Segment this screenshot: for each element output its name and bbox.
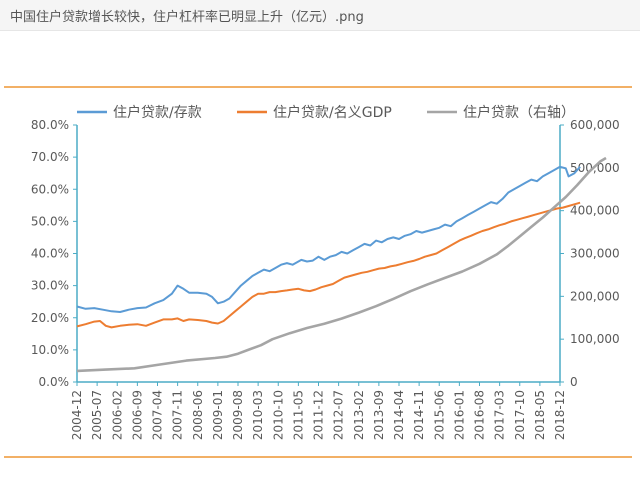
x-axis-tick-label: 2015-06 bbox=[432, 390, 446, 440]
left-axis-tick-label: 60.0% bbox=[31, 182, 69, 196]
chart-legend: 住户贷款/存款 住户贷款/名义GDP 住户贷款（右轴） bbox=[77, 104, 575, 121]
x-axis-tick-label: 2007-04 bbox=[151, 390, 165, 440]
x-axis-tick-label: 2018-12 bbox=[553, 390, 567, 440]
x-axis-tick-label: 2010-03 bbox=[251, 390, 265, 440]
left-axis-tick-label: 70.0% bbox=[31, 150, 69, 164]
left-axis-tick-label: 0.0% bbox=[39, 375, 70, 389]
left-y-axis: 0.0% 10.0% 20.0% 30.0% 40.0% 50.0% 60.0% 70.0% 8… bbox=[31, 118, 78, 389]
left-axis-tick-label: 40.0% bbox=[31, 247, 69, 261]
x-axis-tick-label: 2006-02 bbox=[110, 390, 124, 440]
x-axis: 2004-12 2005-07 2006-02 2006-09 2007-04 2007-… bbox=[70, 381, 567, 440]
legend-label-2: 住户贷款/名义GDP bbox=[273, 104, 392, 121]
x-axis-tick-label: 2005-07 bbox=[90, 390, 104, 440]
x-axis-tick-label: 2013-09 bbox=[372, 390, 386, 440]
x-axis-tick-label: 2016-08 bbox=[473, 390, 487, 440]
left-axis-tick-label: 20.0% bbox=[31, 311, 69, 325]
x-axis-tick-label: 2014-11 bbox=[412, 390, 426, 440]
left-axis-tick-label: 80.0% bbox=[31, 118, 69, 132]
x-axis-tick-label: 2011-05 bbox=[291, 390, 305, 440]
series-line-1 bbox=[76, 165, 581, 313]
series-line-2 bbox=[76, 201, 581, 329]
x-axis-tick-label: 2007-11 bbox=[171, 390, 185, 440]
x-axis-tick-label: 2014-04 bbox=[392, 390, 406, 440]
x-axis-tick-label: 2013-02 bbox=[352, 390, 366, 440]
right-y-axis: 0100,000200,000300,000400,000500,000600,… bbox=[559, 118, 620, 389]
x-axis-tick-label: 2017-03 bbox=[493, 390, 507, 440]
legend-label-3: 住户贷款（右轴） bbox=[463, 104, 575, 121]
x-axis-tick-label: 2009-08 bbox=[231, 390, 245, 440]
right-axis-tick-label: 600,000 bbox=[570, 118, 620, 132]
right-axis-tick-label: 200,000 bbox=[570, 289, 620, 303]
left-axis-tick-label: 30.0% bbox=[31, 279, 69, 293]
legend-label-1: 住户贷款/存款 bbox=[113, 104, 202, 121]
x-axis-tick-label: 2009-01 bbox=[211, 390, 225, 440]
plot-series bbox=[76, 156, 607, 373]
title-bar: 中国住户贷款增长较快，住户杠杆率已明显上升（亿元）.png bbox=[0, 0, 640, 31]
x-axis-tick-label: 2008-06 bbox=[191, 390, 205, 440]
x-axis-tick-label: 2011-12 bbox=[312, 390, 326, 440]
right-axis-tick-label: 300,000 bbox=[570, 247, 620, 261]
series-line-3 bbox=[76, 156, 607, 373]
x-axis-tick-label: 2012-07 bbox=[332, 390, 346, 440]
x-axis-tick-label: 2018-05 bbox=[533, 390, 547, 440]
left-axis-tick-label: 50.0% bbox=[31, 214, 69, 228]
bottom-rule bbox=[4, 456, 632, 458]
file-title: 中国住户贷款增长较快，住户杠杆率已明显上升（亿元）.png bbox=[10, 10, 364, 25]
x-axis-tick-label: 2004-12 bbox=[70, 390, 84, 440]
x-axis-tick-label: 2016-01 bbox=[452, 390, 466, 440]
x-axis-tick-label: 2017-10 bbox=[513, 390, 527, 440]
x-axis-tick-label: 2006-09 bbox=[130, 390, 144, 440]
right-axis-tick-label: 100,000 bbox=[570, 332, 620, 346]
right-axis-tick-label: 400,000 bbox=[570, 204, 620, 218]
right-axis-tick-label: 0 bbox=[570, 375, 578, 389]
left-axis-tick-label: 10.0% bbox=[31, 343, 69, 357]
top-rule bbox=[4, 86, 632, 88]
x-axis-tick-label: 2010-10 bbox=[271, 390, 285, 440]
